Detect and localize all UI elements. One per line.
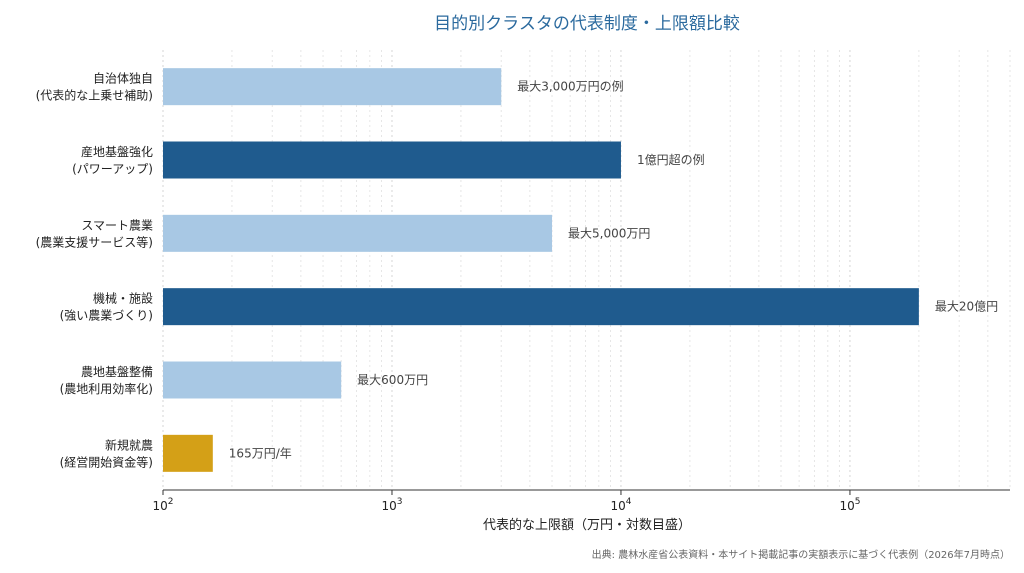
y-axis-labels: 自治体独自 (代表的な上乗せ補助) 産地基盤強化 (パワーアップ) スマート農業 (農業支… xyxy=(36,72,153,470)
x-axis-ticks: 102 103 104 105 xyxy=(152,490,860,513)
category-label: 農地基盤整備 xyxy=(81,364,153,379)
category-label: 自治体独自 xyxy=(93,72,153,86)
category-sublabel: (強い農業づくり) xyxy=(60,309,153,323)
x-tick-label: 102 xyxy=(152,497,173,513)
category-sublabel: (代表的な上乗せ補助) xyxy=(36,88,153,103)
category-sublabel: (パワーアップ) xyxy=(72,162,153,176)
x-tick-label: 103 xyxy=(381,497,402,513)
category-label: 機械・施設 xyxy=(93,291,153,306)
bar xyxy=(163,68,502,106)
x-axis-label: 代表的な上限額（万円・対数目盛） xyxy=(483,517,691,533)
bar xyxy=(163,214,553,252)
source-note: 出典: 農林水産省公表資料・本サイト掲載記事の実額表示に基づく代表例（2026年… xyxy=(592,548,1010,561)
data-label: 最大600万円 xyxy=(357,373,428,387)
bar xyxy=(163,434,213,472)
x-tick-label: 105 xyxy=(839,497,860,513)
data-label: 最大5,000万円 xyxy=(568,226,650,240)
data-label: 最大20億円 xyxy=(935,300,998,314)
bar xyxy=(163,141,621,179)
bars xyxy=(163,68,919,472)
category-label: スマート農業 xyxy=(81,218,153,232)
category-label: 産地基盤強化 xyxy=(81,144,153,159)
category-sublabel: (農地利用効率化) xyxy=(60,381,153,396)
category-sublabel: (農業支援サービス等) xyxy=(36,235,153,249)
category-label: 新規就農 xyxy=(105,437,153,452)
data-label: 最大3,000万円の例 xyxy=(517,80,623,94)
chart-title: 目的別クラスタの代表制度・上限額比較 xyxy=(434,14,740,34)
bar xyxy=(163,288,919,326)
data-label: 1億円超の例 xyxy=(637,152,705,167)
bar xyxy=(163,361,342,399)
data-label: 165万円/年 xyxy=(229,446,292,460)
x-tick-label: 104 xyxy=(610,497,631,513)
category-sublabel: (経営開始資金等) xyxy=(60,454,153,469)
grid xyxy=(162,50,1011,490)
